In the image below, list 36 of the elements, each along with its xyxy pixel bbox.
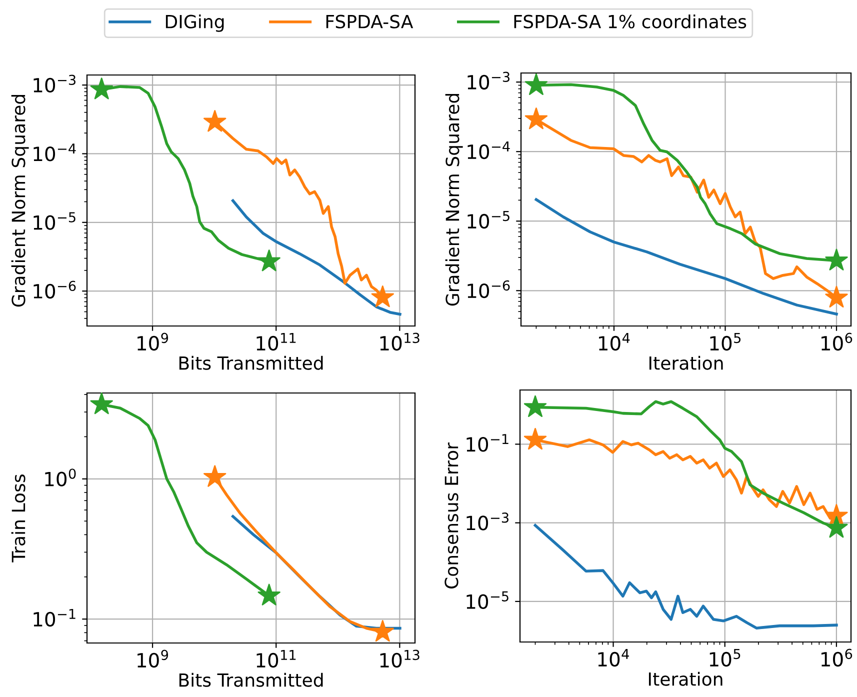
y-tick-label: 10$^{−6}$ (468, 280, 510, 298)
y-tick-label: 10$^{−5}$ (34, 212, 76, 230)
y-tick-label: 10$^{−4}$ (34, 144, 76, 162)
x-tick-label: 10$^{4}$ (598, 648, 629, 667)
x-tick-label: 10$^{6}$ (821, 648, 852, 667)
legend-label: DIGing (166, 14, 224, 32)
x-tick-label: 10$^{13}$ (380, 650, 420, 668)
x-tick-label: 10$^{6}$ (822, 332, 852, 351)
y-axis-title: Gradient Norm Squared (445, 94, 463, 306)
x-axis-title: Bits Transmitted (179, 672, 323, 687)
y-axis-title: Consensus Error (444, 442, 458, 589)
y-tick-label: 10$^{−3}$ (468, 72, 510, 90)
y-axis-title: Gradient Norm Squared (11, 94, 29, 307)
x-tick-label: 10$^{9}$ (138, 332, 168, 351)
x-tick-label: 10$^{11}$ (256, 332, 296, 351)
x-tick-label: 10$^{4}$ (599, 332, 630, 351)
y-tick-label: 10$^{−5}$ (468, 211, 510, 229)
x-axis-title: Iteration (649, 356, 723, 370)
y-tick-label: 10$^{−4}$ (468, 141, 510, 160)
y-tick-label: 10$^{−3}$ (466, 512, 508, 530)
y-tick-label: 10$^{−1}$ (34, 608, 76, 627)
legend-label: FSPDA-SA 1% coordinates (514, 14, 746, 28)
x-tick-label: 10$^{5}$ (710, 332, 741, 351)
y-tick-label: 10$^{−3}$ (34, 74, 76, 93)
x-tick-label: 10$^{11}$ (256, 650, 296, 668)
x-tick-label: 10$^{5}$ (710, 648, 740, 667)
x-axis-title: Iteration (648, 672, 722, 686)
x-axis-title: Bits Transmitted (179, 356, 323, 370)
y-tick-label: 10$^{−1}$ (466, 434, 508, 452)
y-tick-label: 10$^{0}$ (45, 468, 76, 486)
x-tick-label: 10$^{13}$ (380, 332, 420, 351)
y-axis-title: Train Loss (11, 474, 26, 562)
y-tick-label: 10$^{−6}$ (34, 280, 76, 299)
legend-label: FSPDA-SA (326, 14, 414, 28)
x-tick-label: 10$^{9}$ (138, 650, 168, 668)
y-tick-label: 10$^{−5}$ (466, 591, 508, 609)
